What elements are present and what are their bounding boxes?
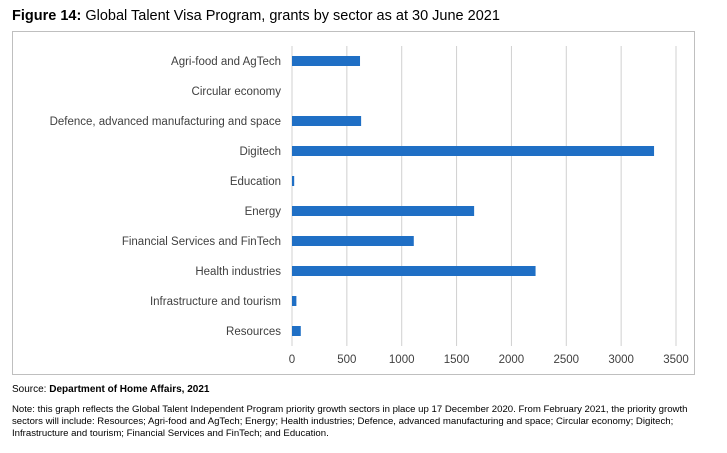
category-label-layer: Agri-food and AgTech Circular economy Defe… xyxy=(50,56,282,338)
x-tick-label: 2500 xyxy=(553,354,579,366)
category-label: Digitech xyxy=(239,146,281,158)
category-label: Agri-food and AgTech xyxy=(171,56,281,68)
x-tick-label: 500 xyxy=(337,354,356,366)
tick-label-layer: 0 500 1000 1500 2000 2500 3000 3500 xyxy=(289,354,689,366)
chart-frame xyxy=(12,31,695,375)
bar xyxy=(292,146,655,156)
bar xyxy=(292,266,536,276)
source-prefix: Source: xyxy=(12,384,47,395)
bar xyxy=(292,326,301,336)
bar-layer xyxy=(292,56,655,336)
bar xyxy=(292,236,414,246)
source-text: Department of Home Affairs, 2021 xyxy=(49,384,210,395)
bar xyxy=(292,116,362,126)
category-label: Resources xyxy=(226,326,281,338)
x-tick-label: 1500 xyxy=(444,354,470,366)
category-label: Defence, advanced manufacturing and spac… xyxy=(50,116,281,128)
bar xyxy=(292,176,295,186)
source-line: Source: Department of Home Affairs, 2021 xyxy=(12,384,209,395)
bar xyxy=(292,296,297,306)
category-label: Energy xyxy=(245,206,282,218)
chart-note: Note: this graph reflects the Global Tal… xyxy=(12,404,688,439)
bar xyxy=(292,206,475,216)
x-tick-label: 3500 xyxy=(663,354,689,366)
figure-label: Figure 14: xyxy=(12,8,82,24)
grid-layer xyxy=(291,46,677,346)
x-tick-label: 2000 xyxy=(499,354,525,366)
figure-title-text: Global Talent Visa Program, grants by se… xyxy=(85,8,500,24)
x-tick-label: 3000 xyxy=(608,354,634,366)
category-label: Financial Services and FinTech xyxy=(122,236,281,248)
category-label: Education xyxy=(230,176,281,188)
x-tick-label: 0 xyxy=(289,354,295,366)
category-label: Health industries xyxy=(195,266,281,278)
category-label: Circular economy xyxy=(192,86,282,98)
x-tick-label: 1000 xyxy=(389,354,415,366)
figure-title: Figure 14: Global Talent Visa Program, g… xyxy=(12,8,500,24)
bar xyxy=(292,56,361,66)
category-label: Infrastructure and tourism xyxy=(150,296,281,308)
